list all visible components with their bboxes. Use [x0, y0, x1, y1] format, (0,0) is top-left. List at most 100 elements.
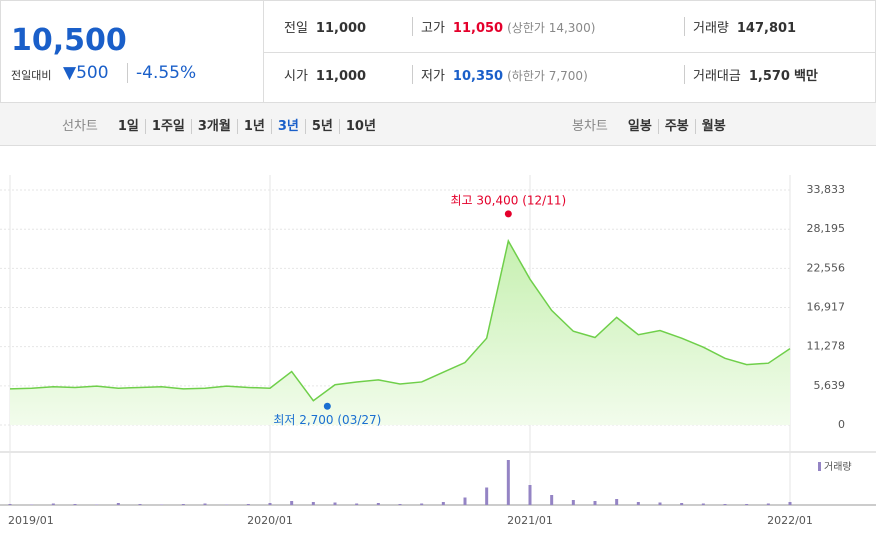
stats: 전일 11,000 고가 11,050 (상한가 14,300) 거래량 147,801 시가… — [264, 0, 876, 103]
stat-label: 전일 — [284, 21, 308, 36]
stat-extra: (상한가 14,300) — [507, 21, 596, 35]
stat-value: 1,570 — [748, 69, 790, 84]
change-label: 전일대비 — [11, 69, 52, 82]
volume-bar — [766, 503, 770, 505]
tab[interactable]: 10년 — [338, 119, 382, 134]
volume-bar — [95, 504, 99, 505]
stat-value: 11,050 — [452, 21, 504, 36]
volume-bar — [463, 497, 467, 505]
tab[interactable]: 1년 — [236, 119, 271, 134]
divider — [264, 52, 876, 53]
stat-label: 고가 — [421, 21, 445, 36]
volume-bar — [788, 502, 792, 505]
tab[interactable]: 월봉 — [694, 119, 732, 134]
volume-bar — [51, 503, 55, 505]
stat-label: 저가 — [421, 69, 445, 84]
stat-extra: (하한가 7,700) — [507, 69, 588, 83]
stat-label: 거래량 — [693, 21, 729, 36]
y-tick-label: 16,917 — [807, 301, 846, 314]
legend-swatch — [818, 462, 821, 471]
volume-bar — [311, 502, 315, 505]
stat-value: 10,350 — [452, 69, 504, 84]
tab-group: 선차트 1일 1주일 3개월 1년 3년 5년 10년 — [62, 115, 382, 134]
volume-bar — [181, 504, 185, 505]
volume-bar — [420, 503, 424, 505]
volume-bar — [116, 503, 120, 505]
x-tick-label: 2019/01 — [8, 514, 54, 527]
volume-bar — [355, 503, 359, 505]
max-label: 최고 30,400 (12/11) — [451, 193, 567, 207]
line — [9, 238, 791, 402]
tab-group-label: 봉차트 — [572, 119, 608, 134]
volume-bar — [528, 485, 532, 505]
volume-bar — [745, 504, 749, 505]
tab[interactable]: 1일 — [117, 119, 139, 134]
tab[interactable]: 1주일 — [144, 119, 191, 134]
volume-bar — [30, 504, 34, 505]
stat-label: 시가 — [284, 69, 308, 84]
volume-bar — [615, 499, 619, 505]
stat: 거래량 147,801 — [684, 17, 796, 36]
volume-bar — [160, 504, 164, 505]
volume-bar — [550, 495, 554, 505]
stat: 시가 11,000 — [284, 65, 366, 84]
volume-bar — [593, 501, 597, 505]
area — [10, 240, 790, 425]
x-tick-label: 2022/01 — [767, 514, 813, 527]
stat: 저가 10,350 (하한가 7,700) — [412, 65, 588, 84]
y-tick-label: 11,278 — [807, 340, 846, 353]
volume-bar — [701, 503, 705, 505]
volume-bar — [333, 502, 337, 505]
y-tick-label: 0 — [838, 418, 845, 431]
volume-bar — [506, 460, 510, 505]
rate: -4.55% — [127, 63, 196, 83]
change-value: 500 — [76, 63, 109, 83]
volume-bar — [571, 500, 575, 505]
tab-group-label: 선차트 — [62, 119, 98, 134]
volume-bar — [398, 504, 402, 505]
stat-value: 11,000 — [315, 21, 367, 36]
stat-label: 거래대금 — [693, 69, 741, 84]
volume-bar — [203, 503, 207, 505]
legend-label: 거래량 — [824, 461, 852, 473]
volume-bar — [376, 503, 380, 505]
y-tick-label: 22,556 — [807, 261, 846, 274]
y-tick-label: 5,639 — [814, 379, 846, 392]
volume-bar — [290, 501, 294, 505]
volume-bar — [268, 503, 272, 505]
volume-bar — [138, 504, 142, 505]
volume-bar — [8, 504, 12, 505]
tab[interactable]: 주봉 — [657, 119, 695, 134]
tab-group: 봉차트 일봉 주봉 월봉 — [572, 115, 732, 134]
min-label: 최저 2,700 (03/27) — [273, 413, 381, 427]
volume-bar — [441, 502, 445, 505]
stat-value: 11,000 — [315, 69, 367, 84]
y-tick-label: 28,195 — [807, 222, 846, 235]
max-marker — [504, 210, 512, 218]
y-tick-label: 33,833 — [807, 183, 846, 196]
tab-bar: 선차트 1일 1주일 3개월 1년 3년 5년 10년 봉차트 일봉 주봉 월봉 — [0, 103, 876, 146]
volume-bar — [485, 487, 489, 505]
header-left: 10,500 전일대비 ▼500 -4.55% — [0, 0, 264, 103]
stat: 전일 11,000 — [284, 17, 366, 36]
stat: 거래대금 1,570 백만 — [684, 65, 818, 84]
x-tick-label: 2020/01 — [247, 514, 293, 527]
volume-bar — [73, 504, 77, 505]
change: ▼500 — [63, 63, 109, 83]
volume-bar — [225, 504, 229, 505]
stat-extra: 백만 — [793, 69, 818, 84]
volume-bar — [723, 504, 727, 505]
stat: 고가 11,050 (상한가 14,300) — [412, 17, 595, 36]
min-marker — [323, 402, 331, 410]
tab[interactable]: 일봉 — [627, 119, 652, 134]
volume-bar — [680, 503, 684, 505]
volume-bar — [658, 502, 662, 505]
price: 10,500 — [11, 23, 127, 58]
volume-bar — [246, 504, 250, 505]
stat-value: 147,801 — [736, 21, 797, 36]
x-tick-label: 2021/01 — [507, 514, 553, 527]
tab[interactable]: 5년 — [304, 119, 339, 134]
tab[interactable]: 3년 — [270, 119, 305, 134]
tab[interactable]: 3개월 — [190, 119, 237, 134]
